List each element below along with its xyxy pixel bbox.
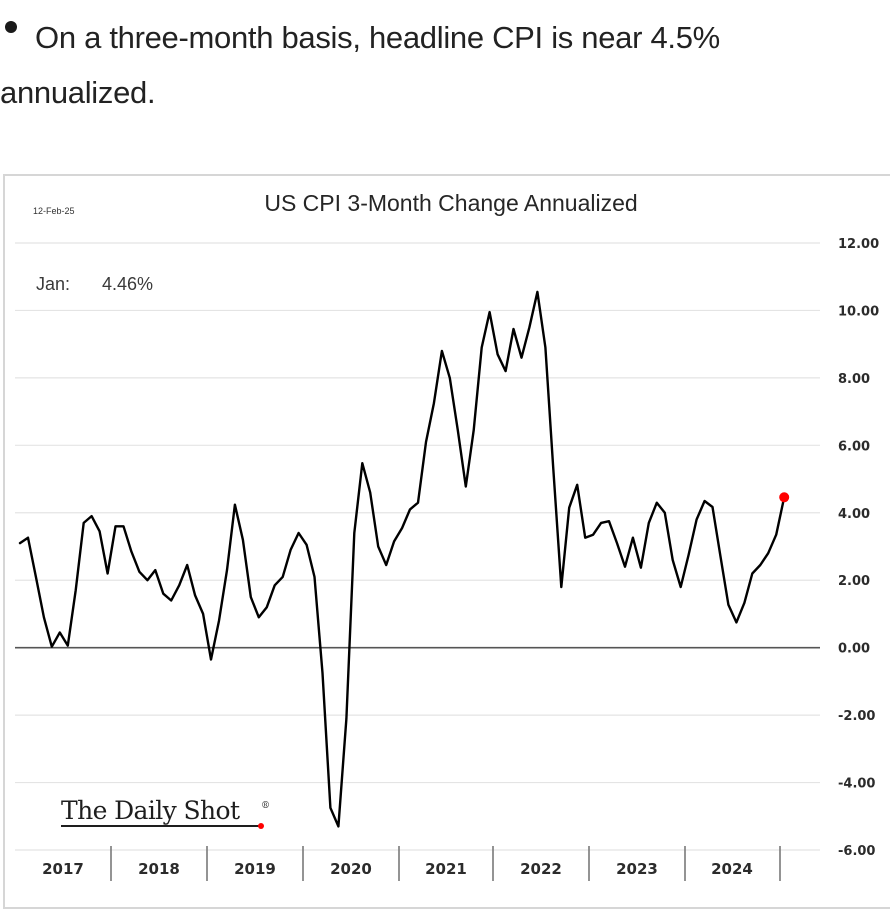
annotation-value: 4.46% [102, 274, 153, 294]
y-tick-label: -2.00 [838, 709, 875, 724]
logo-text: The Daily Shot [61, 796, 240, 825]
x-tick-label: 2021 [425, 860, 467, 878]
intro-text-line1: On a three-month basis, headline CPI is … [35, 20, 720, 55]
logo-red-dot [258, 823, 264, 829]
x-axis: 2017 2018 2019 2020 2021 2022 2023 2024 [42, 846, 781, 881]
logo-registered-mark: ® [261, 801, 270, 811]
x-tick-label: 2018 [138, 860, 180, 878]
x-tick-label: 2022 [520, 860, 562, 878]
y-tick-label: 10.00 [838, 304, 879, 319]
y-tick-label: 4.00 [838, 507, 870, 522]
x-tick-label: 2020 [330, 860, 372, 878]
chart-date-label: 12-Feb-25 [33, 206, 75, 216]
annotation-label: Jan: [36, 274, 70, 294]
y-tick-label: 12.00 [838, 237, 879, 252]
x-tick-label: 2017 [42, 860, 84, 878]
latest-value-marker [779, 492, 790, 503]
bullet-dot [5, 21, 17, 33]
x-tick-label: 2019 [234, 860, 276, 878]
y-axis-ticks: 12.00 10.00 8.00 6.00 4.00 2.00 0.00 -2.00 -4.00… [838, 237, 879, 859]
chart-frame [3, 174, 890, 909]
x-tick-label: 2024 [711, 860, 753, 878]
series-layer [18, 290, 790, 828]
source-logo: The Daily Shot ® [61, 796, 270, 829]
y-tick-label: -4.00 [838, 777, 875, 792]
series-line [18, 290, 786, 828]
y-tick-label: 8.00 [838, 372, 870, 387]
x-tick-label: 2023 [616, 860, 658, 878]
y-tick-label: 6.00 [838, 439, 870, 454]
gridlines [15, 242, 820, 851]
y-tick-label: -6.00 [838, 844, 875, 859]
y-tick-label: 0.00 [838, 642, 870, 657]
chart-title: US CPI 3-Month Change Annualized [264, 190, 637, 216]
intro-text-line2: annualized. [0, 75, 156, 110]
y-tick-label: 2.00 [838, 574, 870, 589]
